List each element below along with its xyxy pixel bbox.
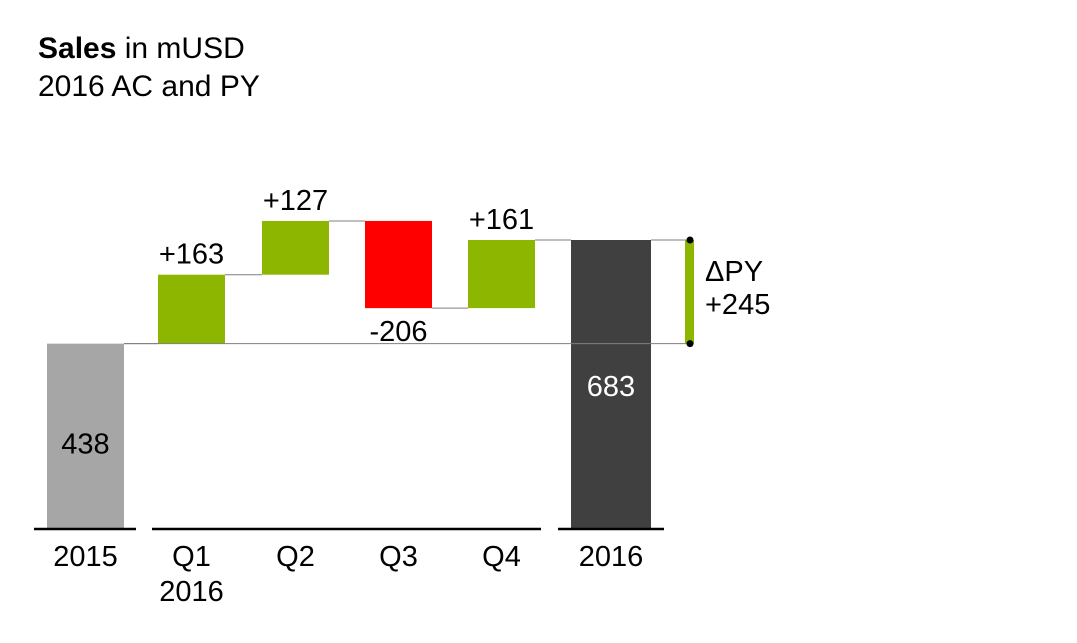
title-line: Sales in mUSD [38,30,260,68]
title-bold: Sales [38,32,117,65]
bar-q2 [262,220,329,275]
data-label-q4: +161 [469,204,534,236]
data-label-2016: 683 [587,371,635,403]
delta-py-dot-top [686,236,694,244]
delta-py-bar [685,240,694,344]
bar-q4 [468,240,535,309]
tick-label-2015: 2015 [53,541,118,573]
chart-title: Sales in mUSD 2016 AC and PY [38,30,260,106]
tick-label-q4: Q4 [482,541,521,573]
chart-subtitle: 2016 AC and PY [38,70,260,103]
bar-q3 [365,220,432,309]
data-label-q1: +163 [159,239,224,271]
bar-2015 [47,343,124,529]
data-label-2015: 438 [61,428,109,460]
tick-label-q1: Q1 [172,541,211,573]
delta-py-dot-bottom [686,340,694,348]
delta-py-label: ΔPY [705,256,763,288]
tick-label-q2: Q2 [276,541,315,573]
bar-q1 [158,274,225,344]
data-label-q2: +127 [263,185,328,217]
title-rest: in mUSD [116,32,245,65]
tick-label-q3: Q3 [379,541,418,573]
tick-sublabel-q1: 2016 [159,576,224,608]
delta-py-value: +245 [705,289,770,321]
data-label-q3: -206 [369,316,427,348]
tick-label-2016: 2016 [579,541,644,573]
bar-2016 [571,240,651,529]
